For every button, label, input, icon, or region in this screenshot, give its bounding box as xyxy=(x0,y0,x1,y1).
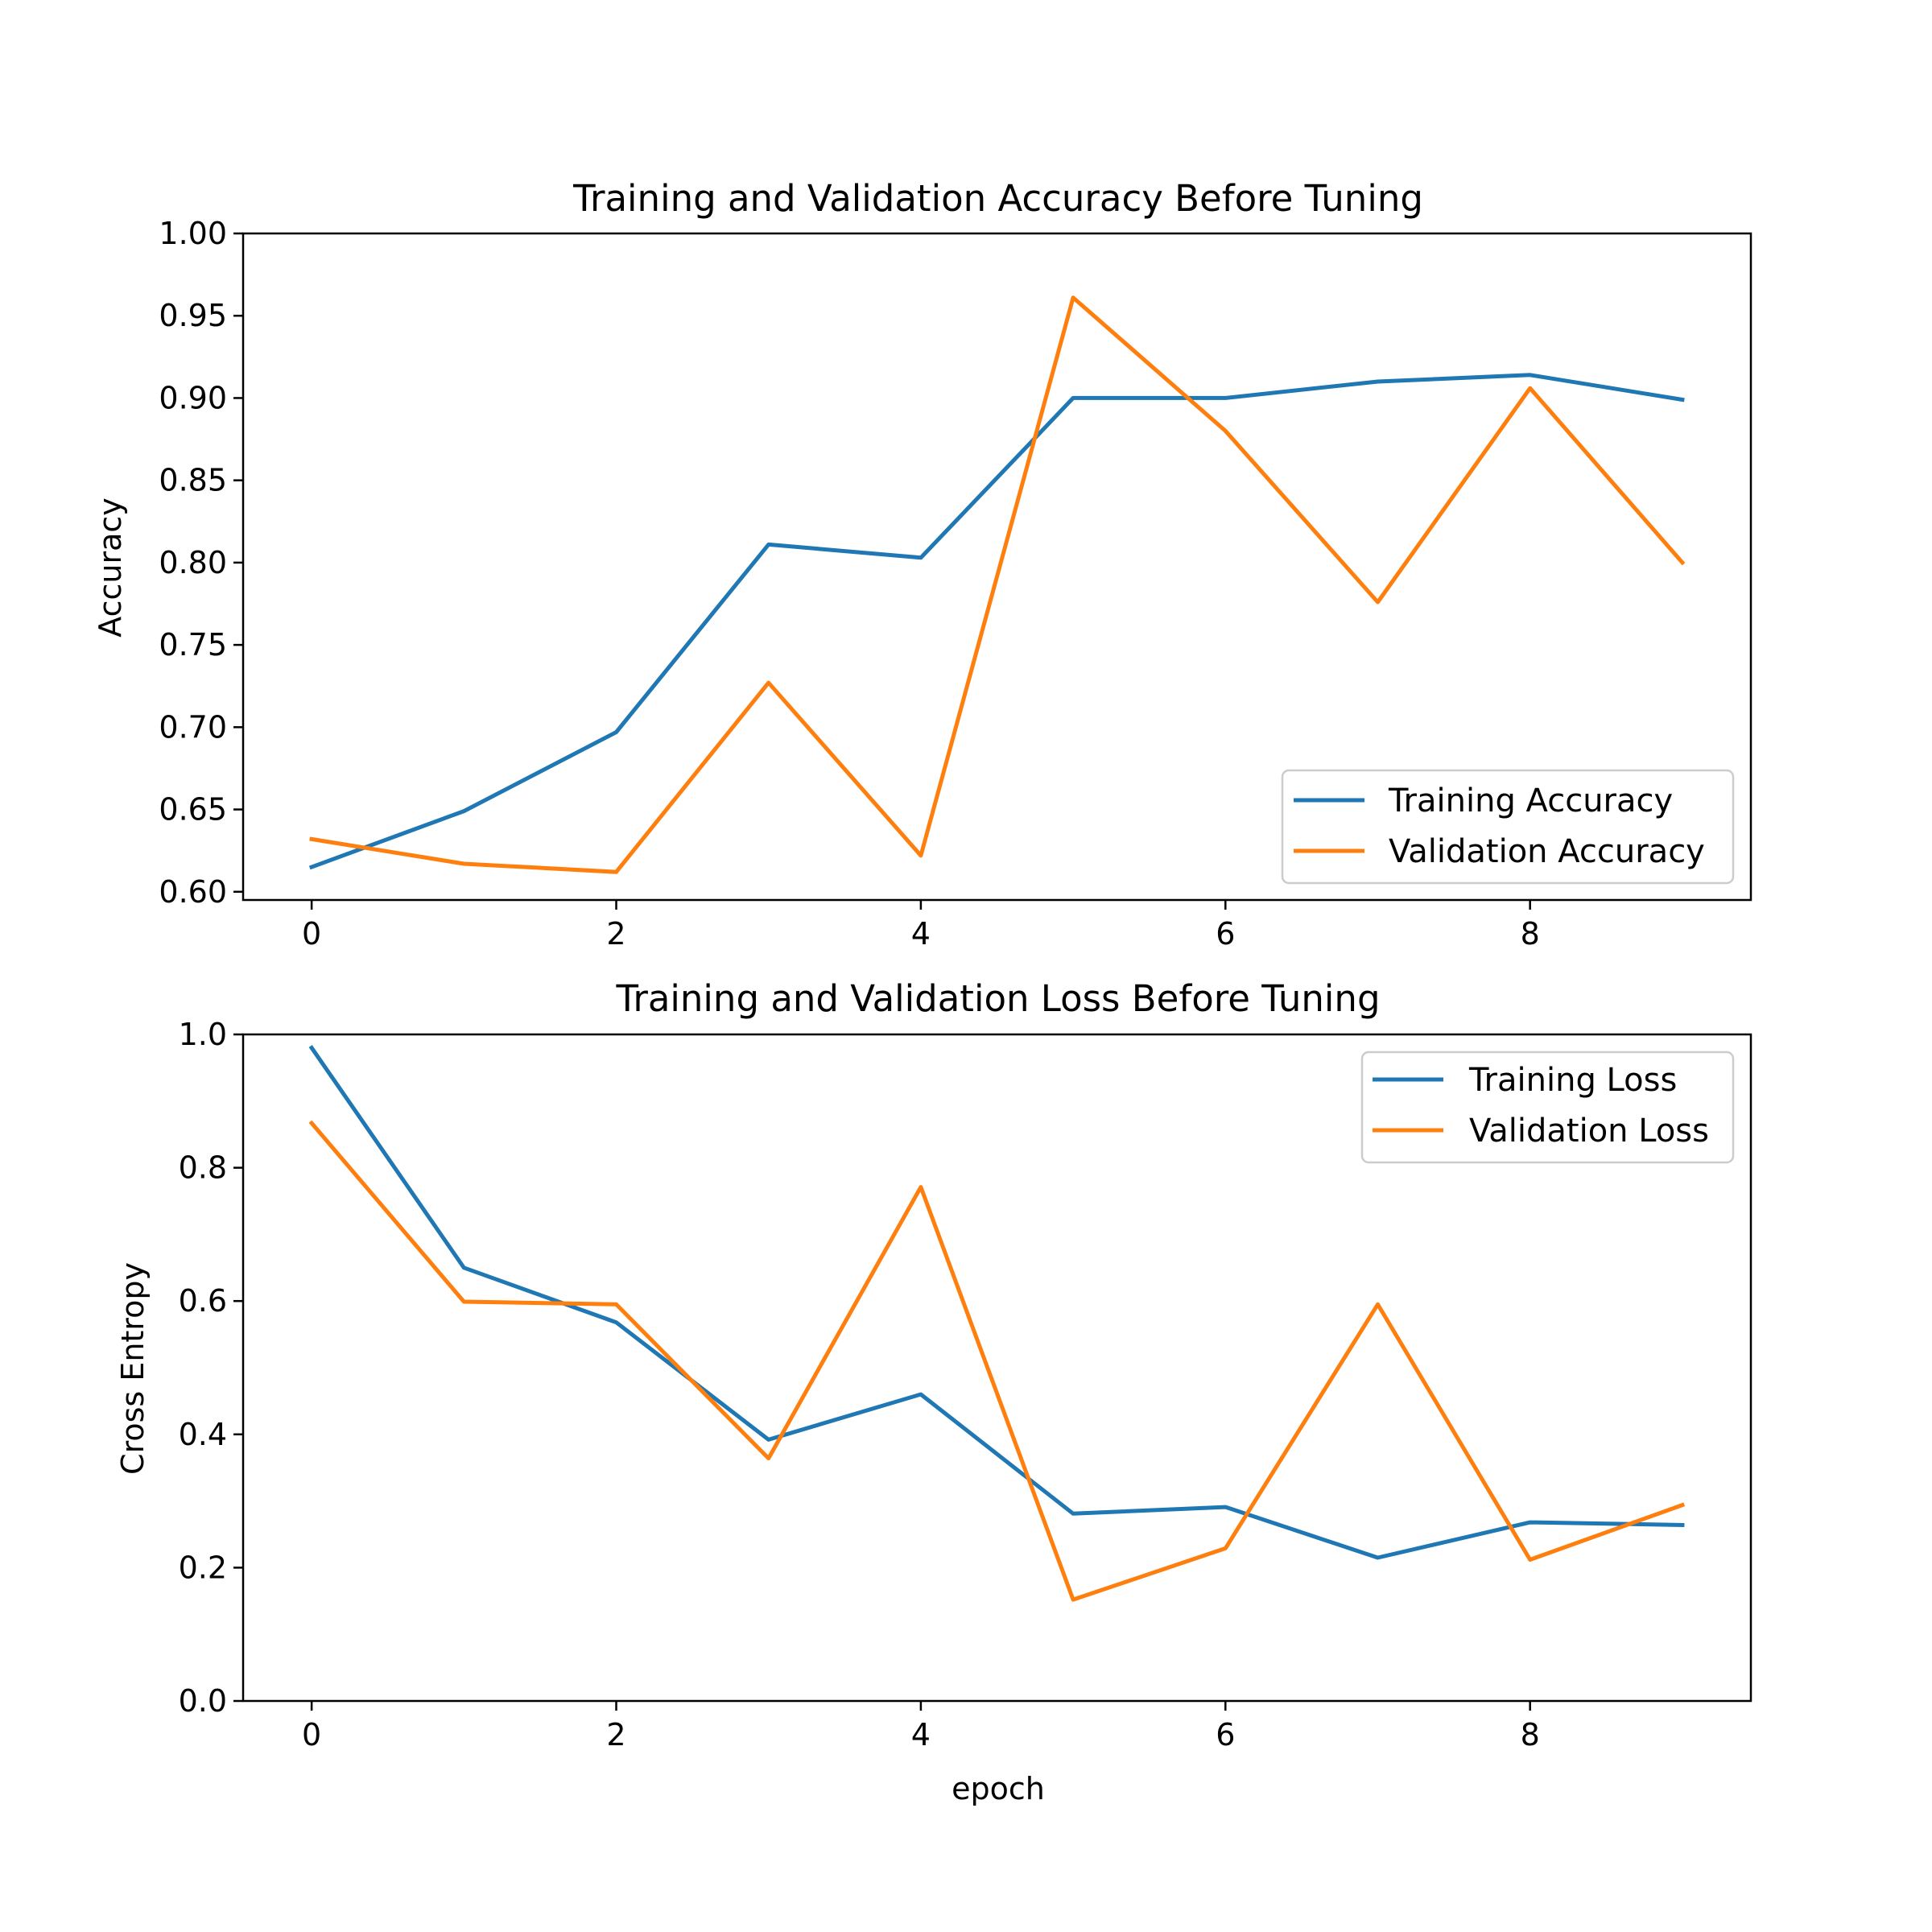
y-tick-label: 0.75 xyxy=(159,627,227,663)
accuracy-chart: Training and Validation Accuracy Before … xyxy=(93,177,1752,952)
plot-area xyxy=(308,295,1686,874)
legend-box xyxy=(1360,1051,1735,1164)
x-tick-label: 8 xyxy=(1521,916,1540,952)
x-axis-label: epoch xyxy=(952,1771,1045,1806)
series-line-training-loss xyxy=(308,1045,1685,1560)
y-axis-label: Accuracy xyxy=(93,497,128,638)
y-tick-label: 0.90 xyxy=(159,380,227,415)
x-tick-label: 4 xyxy=(911,916,931,952)
y-tick-label: 0.0 xyxy=(179,1683,227,1719)
y-axis-label: Cross Entropy xyxy=(115,1262,151,1475)
x-axis: 0 2 4 6 8 xyxy=(302,1701,1540,1752)
series-line-validation-loss xyxy=(308,1120,1686,1602)
y-tick-label: 1.00 xyxy=(159,216,227,251)
legend: Training Accuracy Validation Accuracy xyxy=(1281,769,1735,885)
x-tick-label: 6 xyxy=(1216,916,1235,952)
x-tick-label: 0 xyxy=(302,916,321,952)
y-tick-label: 0.65 xyxy=(159,792,227,828)
y-tick-label: 1.0 xyxy=(179,1017,227,1052)
y-tick-label: 0.6 xyxy=(179,1283,227,1319)
y-tick-label: 0.80 xyxy=(159,545,227,580)
legend-label-training-loss: Training Loss xyxy=(1468,1062,1677,1099)
y-axis: 0.60 0.65 0.70 0.75 0.80 0.85 0.90 0.95 1.00 xyxy=(159,216,243,910)
plot-frame xyxy=(242,1033,1752,1703)
legend-label-validation-loss: Validation Loss xyxy=(1469,1113,1709,1150)
y-tick-label: 0.85 xyxy=(159,463,227,498)
x-tick-label: 2 xyxy=(606,916,625,952)
legend: Training Loss Validation Loss xyxy=(1360,1051,1735,1164)
y-tick-label: 0.95 xyxy=(159,298,227,333)
legend-label-training-accuracy: Training Accuracy xyxy=(1388,782,1673,819)
x-tick-label: 6 xyxy=(1216,1717,1235,1752)
series-line-training-accuracy xyxy=(308,373,1685,870)
y-tick-label: 0.2 xyxy=(179,1550,227,1585)
series-line-validation-accuracy xyxy=(309,295,1686,874)
chart-title: Training and Validation Loss Before Tuni… xyxy=(615,977,1380,1020)
y-tick-label: 0.60 xyxy=(159,874,227,910)
y-tick-label: 0.8 xyxy=(179,1150,227,1186)
x-tick-label: 8 xyxy=(1521,1717,1540,1752)
x-tick-label: 2 xyxy=(606,1717,625,1752)
loss-chart: Training and Validation Loss Before Tuni… xyxy=(115,977,1752,1806)
x-tick-label: 4 xyxy=(911,1717,931,1752)
chart-title: Training and Validation Accuracy Before … xyxy=(572,177,1423,220)
plot-frame xyxy=(242,232,1752,902)
plot-area xyxy=(308,1045,1686,1602)
y-axis: 0.0 0.2 0.4 0.6 0.8 1.0 xyxy=(179,1017,243,1719)
y-tick-label: 0.4 xyxy=(179,1417,227,1452)
x-axis: 0 2 4 6 8 xyxy=(302,900,1540,952)
legend-box xyxy=(1281,769,1735,885)
x-tick-label: 0 xyxy=(302,1717,321,1752)
legend-label-validation-accuracy: Validation Accuracy xyxy=(1389,833,1705,870)
y-tick-label: 0.70 xyxy=(159,709,227,745)
